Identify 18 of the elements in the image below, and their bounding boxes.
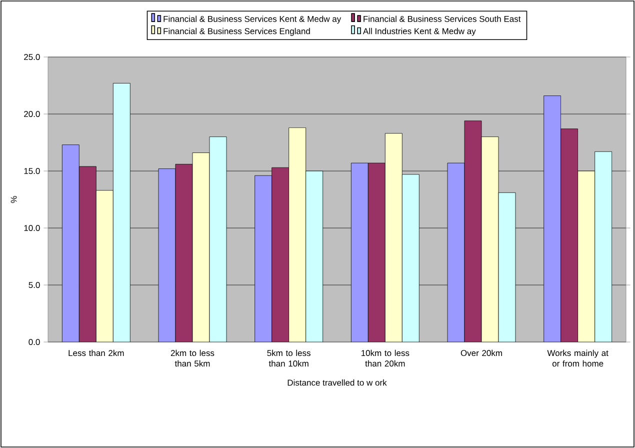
- y-tick-label: 5.0: [28, 282, 40, 288]
- legend-label: Financial & Business Services Kent & Medw ay: [164, 16, 342, 24]
- x-tick-label: 2km to less than 5km: [170, 350, 214, 367]
- x-tick-label: 5km to less than 10km: [267, 350, 310, 367]
- x-tick-label: Over 20km: [460, 350, 502, 356]
- legend-label: Financial & Business Services South East: [364, 16, 521, 22]
- y-tick-label: 20.0: [24, 111, 40, 118]
- x-tick-label: Works mainly at or from home: [547, 350, 608, 367]
- y-tick-label: 15.0: [24, 168, 40, 174]
- legend-label: Financial & Business Services England: [164, 28, 310, 36]
- y-tick-label: 0.0: [28, 339, 40, 346]
- y-axis-title: %: [10, 196, 17, 203]
- x-axis-title: Distance travelled to w ork: [288, 379, 387, 386]
- x-tick-label: Less than 2km: [68, 350, 124, 356]
- y-tick-label: 10.0: [24, 225, 40, 232]
- y-tick-label: 25.0: [24, 54, 40, 60]
- legend-label: All Industries Kent & Medw ay: [362, 28, 476, 36]
- x-tick-label: 10km to less than 20km: [361, 350, 410, 367]
